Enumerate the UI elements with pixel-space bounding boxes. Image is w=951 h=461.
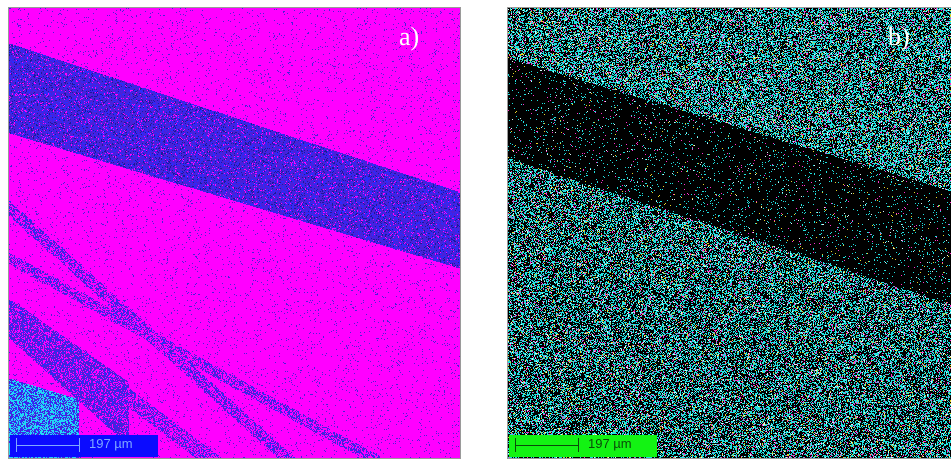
- scale-bar-right-tick: [578, 438, 579, 452]
- scale-bar-right-tick: [79, 438, 80, 452]
- scale-bar-line: [515, 445, 579, 446]
- scale-bar-a: 197 µm: [10, 435, 158, 457]
- scale-bar-label-a: 197 µm: [89, 436, 133, 451]
- panel-b-elemental-map: b) 197 µm: [507, 7, 951, 459]
- scale-bar-label-b: 197 µm: [588, 436, 632, 451]
- scale-bar-b: 197 µm: [509, 435, 657, 457]
- elemental-map-image-b: [508, 8, 951, 458]
- panel-a-elemental-map: a) 197 µm: [8, 7, 461, 459]
- panel-label-a: a): [399, 22, 420, 51]
- elemental-map-image-a: [9, 8, 460, 458]
- panel-label-b: b): [888, 22, 910, 51]
- scale-bar-line: [16, 445, 80, 446]
